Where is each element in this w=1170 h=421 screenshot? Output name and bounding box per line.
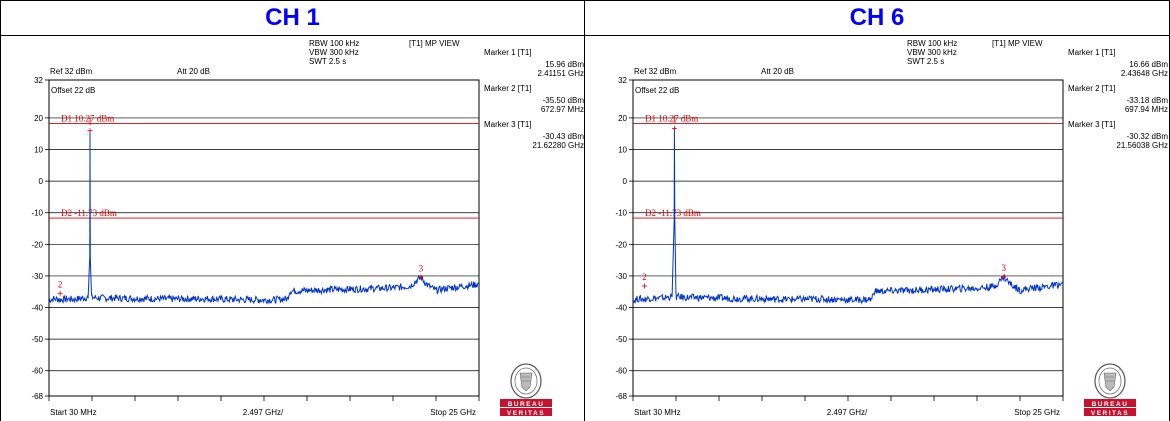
marker3-level: -30.43 dBm — [543, 132, 585, 141]
grid — [633, 80, 1063, 396]
y-ticks: 32 20 10 0 -10 -20 -30 -40 -50 -60 -68 — [615, 76, 633, 401]
y-tick-label: -30 — [615, 272, 627, 281]
logo-word-bureau: BUREAU — [1092, 401, 1129, 408]
vbw-label: VBW 300 kHz — [907, 48, 957, 57]
y-tick-label: 10 — [618, 146, 627, 155]
y-tick-label: -40 — [31, 304, 43, 313]
marker3-level: -30.32 dBm — [1127, 132, 1169, 141]
swt-label: SWT 2.5 s — [907, 57, 944, 66]
stop-freq-label: Stop 25 GHz — [430, 408, 476, 417]
marker2-label: Marker 2 [T1] — [484, 84, 532, 93]
marker-number: 3 — [419, 263, 424, 273]
display-lines — [49, 124, 479, 218]
y-tick-label: -68 — [31, 392, 43, 401]
marker-number: 2 — [642, 272, 647, 282]
x-ticks — [633, 396, 1063, 401]
view-label: [T1] MP VIEW — [409, 39, 460, 48]
display-line-d2-label: D2 -11.73 dBm — [61, 208, 117, 218]
y-tick-label: 32 — [34, 76, 43, 85]
start-freq-label: Start 30 MHz — [634, 408, 681, 417]
y-tick-label: -68 — [615, 392, 627, 401]
y-tick-label: 0 — [39, 177, 44, 186]
y-tick-label: -60 — [31, 367, 43, 376]
y-tick-label: 0 — [623, 177, 628, 186]
ref-label: Ref 32 dBm — [50, 67, 93, 76]
span-per-div-label: 2.497 GHz/ — [243, 408, 284, 417]
marker-number: 3 — [1002, 263, 1007, 273]
start-freq-label: Start 30 MHz — [50, 408, 97, 417]
marker3-label: Marker 3 [T1] — [1068, 120, 1116, 129]
y-tick-label: 20 — [618, 114, 627, 123]
rbw-label: RBW 100 kHz — [309, 39, 359, 48]
y-tick-label: -60 — [615, 367, 627, 376]
marker-number: 2 — [58, 279, 63, 289]
offset-label: Offset 22 dB — [51, 86, 95, 95]
plot-frame — [49, 80, 479, 396]
marker3-label: Marker 3 [T1] — [484, 120, 532, 129]
marker1-freq: 2.43648 GHz — [1121, 69, 1168, 78]
marker1-freq: 2.41151 GHz — [537, 69, 584, 78]
att-label: Att 20 dB — [177, 67, 210, 76]
y-tick-label: -40 — [615, 304, 627, 313]
marker2-level: -35.50 dBm — [543, 96, 585, 105]
bureau-veritas-logo: BUREAU VERITAS — [1080, 363, 1140, 417]
vbw-label: VBW 300 kHz — [309, 48, 359, 57]
y-tick-label: -10 — [615, 209, 627, 218]
markers: 1 2 3 — [58, 117, 424, 296]
view-label: [T1] MP VIEW — [992, 39, 1043, 48]
marker2-label: Marker 2 [T1] — [1068, 84, 1116, 93]
span-per-div-label: 2.497 GHz/ — [827, 408, 868, 417]
ch6-title: CH 6 — [585, 1, 1169, 36]
bureau-veritas-logo: BUREAU VERITAS — [496, 363, 556, 417]
marker1-label: Marker 1 [T1] — [1068, 48, 1116, 57]
marker-number: 1 — [672, 114, 677, 124]
logo-word-bureau: BUREAU — [508, 401, 545, 408]
marker1-level: 16.66 dBm — [1129, 60, 1168, 69]
marker2-level: -33.18 dBm — [1127, 96, 1169, 105]
y-tick-label: -50 — [31, 335, 43, 344]
ref-label: Ref 32 dBm — [634, 67, 677, 76]
marker-number: 1 — [88, 117, 93, 127]
marker1-level: 15.96 dBm — [545, 60, 584, 69]
grid — [49, 80, 479, 396]
y-tick-label: -50 — [615, 335, 627, 344]
y-tick-label: 32 — [618, 76, 627, 85]
rbw-label: RBW 100 kHz — [907, 39, 957, 48]
marker3-freq: 21.62280 GHz — [532, 141, 584, 150]
y-tick-label: 20 — [34, 114, 43, 123]
swt-label: SWT 2.5 s — [309, 57, 346, 66]
y-tick-label: -10 — [31, 209, 43, 218]
y-tick-label: 10 — [34, 146, 43, 155]
logo-word-veritas: VERITAS — [1091, 410, 1129, 417]
display-lines — [633, 124, 1063, 218]
plot-frame — [633, 80, 1063, 396]
marker1-label: Marker 1 [T1] — [484, 48, 532, 57]
y-ticks: 32 20 10 0 -10 -20 -30 -40 -50 -60 -68 — [31, 76, 49, 401]
att-label: Att 20 dB — [761, 67, 794, 76]
stop-freq-label: Stop 25 GHz — [1014, 408, 1060, 417]
x-ticks — [49, 396, 479, 401]
ch1-panel: CH 1 RBW 100 kHz VBW 300 kHz SWT 2.5 s [… — [0, 0, 585, 421]
y-tick-label: -20 — [615, 240, 627, 249]
y-tick-label: -20 — [31, 240, 43, 249]
ch6-panel: CH 6 RBW 100 kHz VBW 300 kHz SWT 2.5 s [… — [585, 0, 1170, 421]
marker3-freq: 21.56038 GHz — [1116, 141, 1168, 150]
marker2-freq: 697.94 MHz — [1125, 105, 1168, 114]
marker2-freq: 672.97 MHz — [541, 105, 584, 114]
y-tick-label: -30 — [31, 272, 43, 281]
markers: 1 2 3 — [642, 114, 1007, 288]
offset-label: Offset 22 dB — [635, 86, 679, 95]
logo-word-veritas: VERITAS — [507, 410, 545, 417]
ch1-title: CH 1 — [1, 1, 584, 36]
display-line-d2-label: D2 -11.73 dBm — [645, 208, 701, 218]
